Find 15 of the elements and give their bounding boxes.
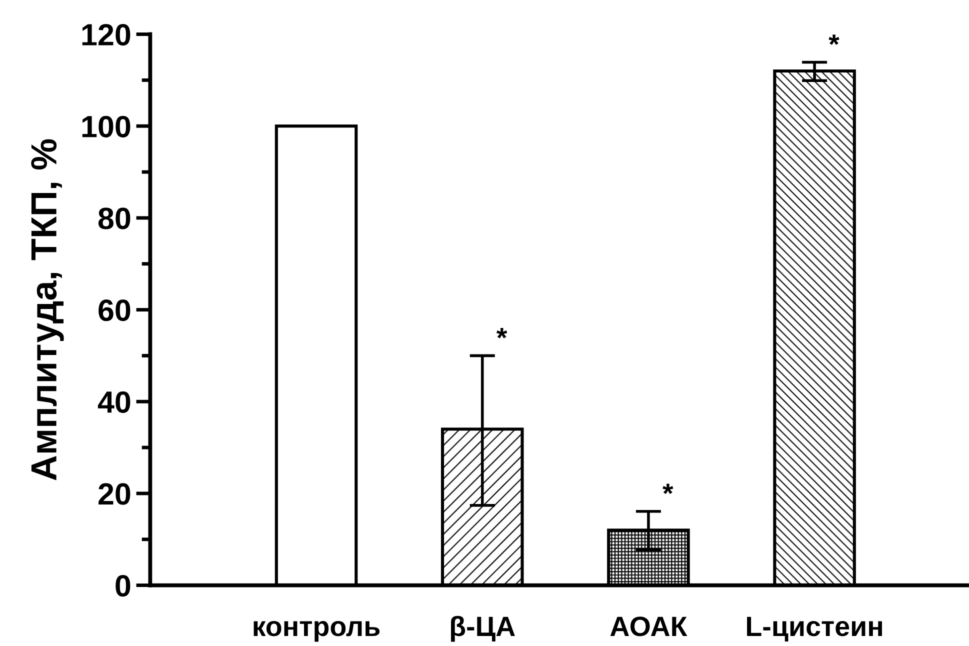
y-axis-title: Амплитуда, ТКП, % [31, 139, 64, 480]
x-tick-label: L-цистеин [747, 616, 882, 642]
annotation: * [662, 484, 674, 494]
y-tick-label: 120 [82, 24, 130, 46]
y-tick-label: 80 [98, 208, 130, 230]
x-tick-label: АОАК [610, 616, 688, 636]
y-tick-label: 100 [82, 116, 130, 138]
x-tick-label: β-ЦА [451, 616, 515, 642]
y-tick-label: 0 [116, 575, 130, 597]
y-tick-label: 40 [98, 391, 130, 413]
y-tick-label: 60 [98, 299, 130, 322]
annotation: * [828, 34, 840, 45]
x-tick-label: контроль [254, 620, 380, 642]
annotation: * [496, 328, 508, 338]
y-tick-label: 20 [98, 483, 130, 505]
